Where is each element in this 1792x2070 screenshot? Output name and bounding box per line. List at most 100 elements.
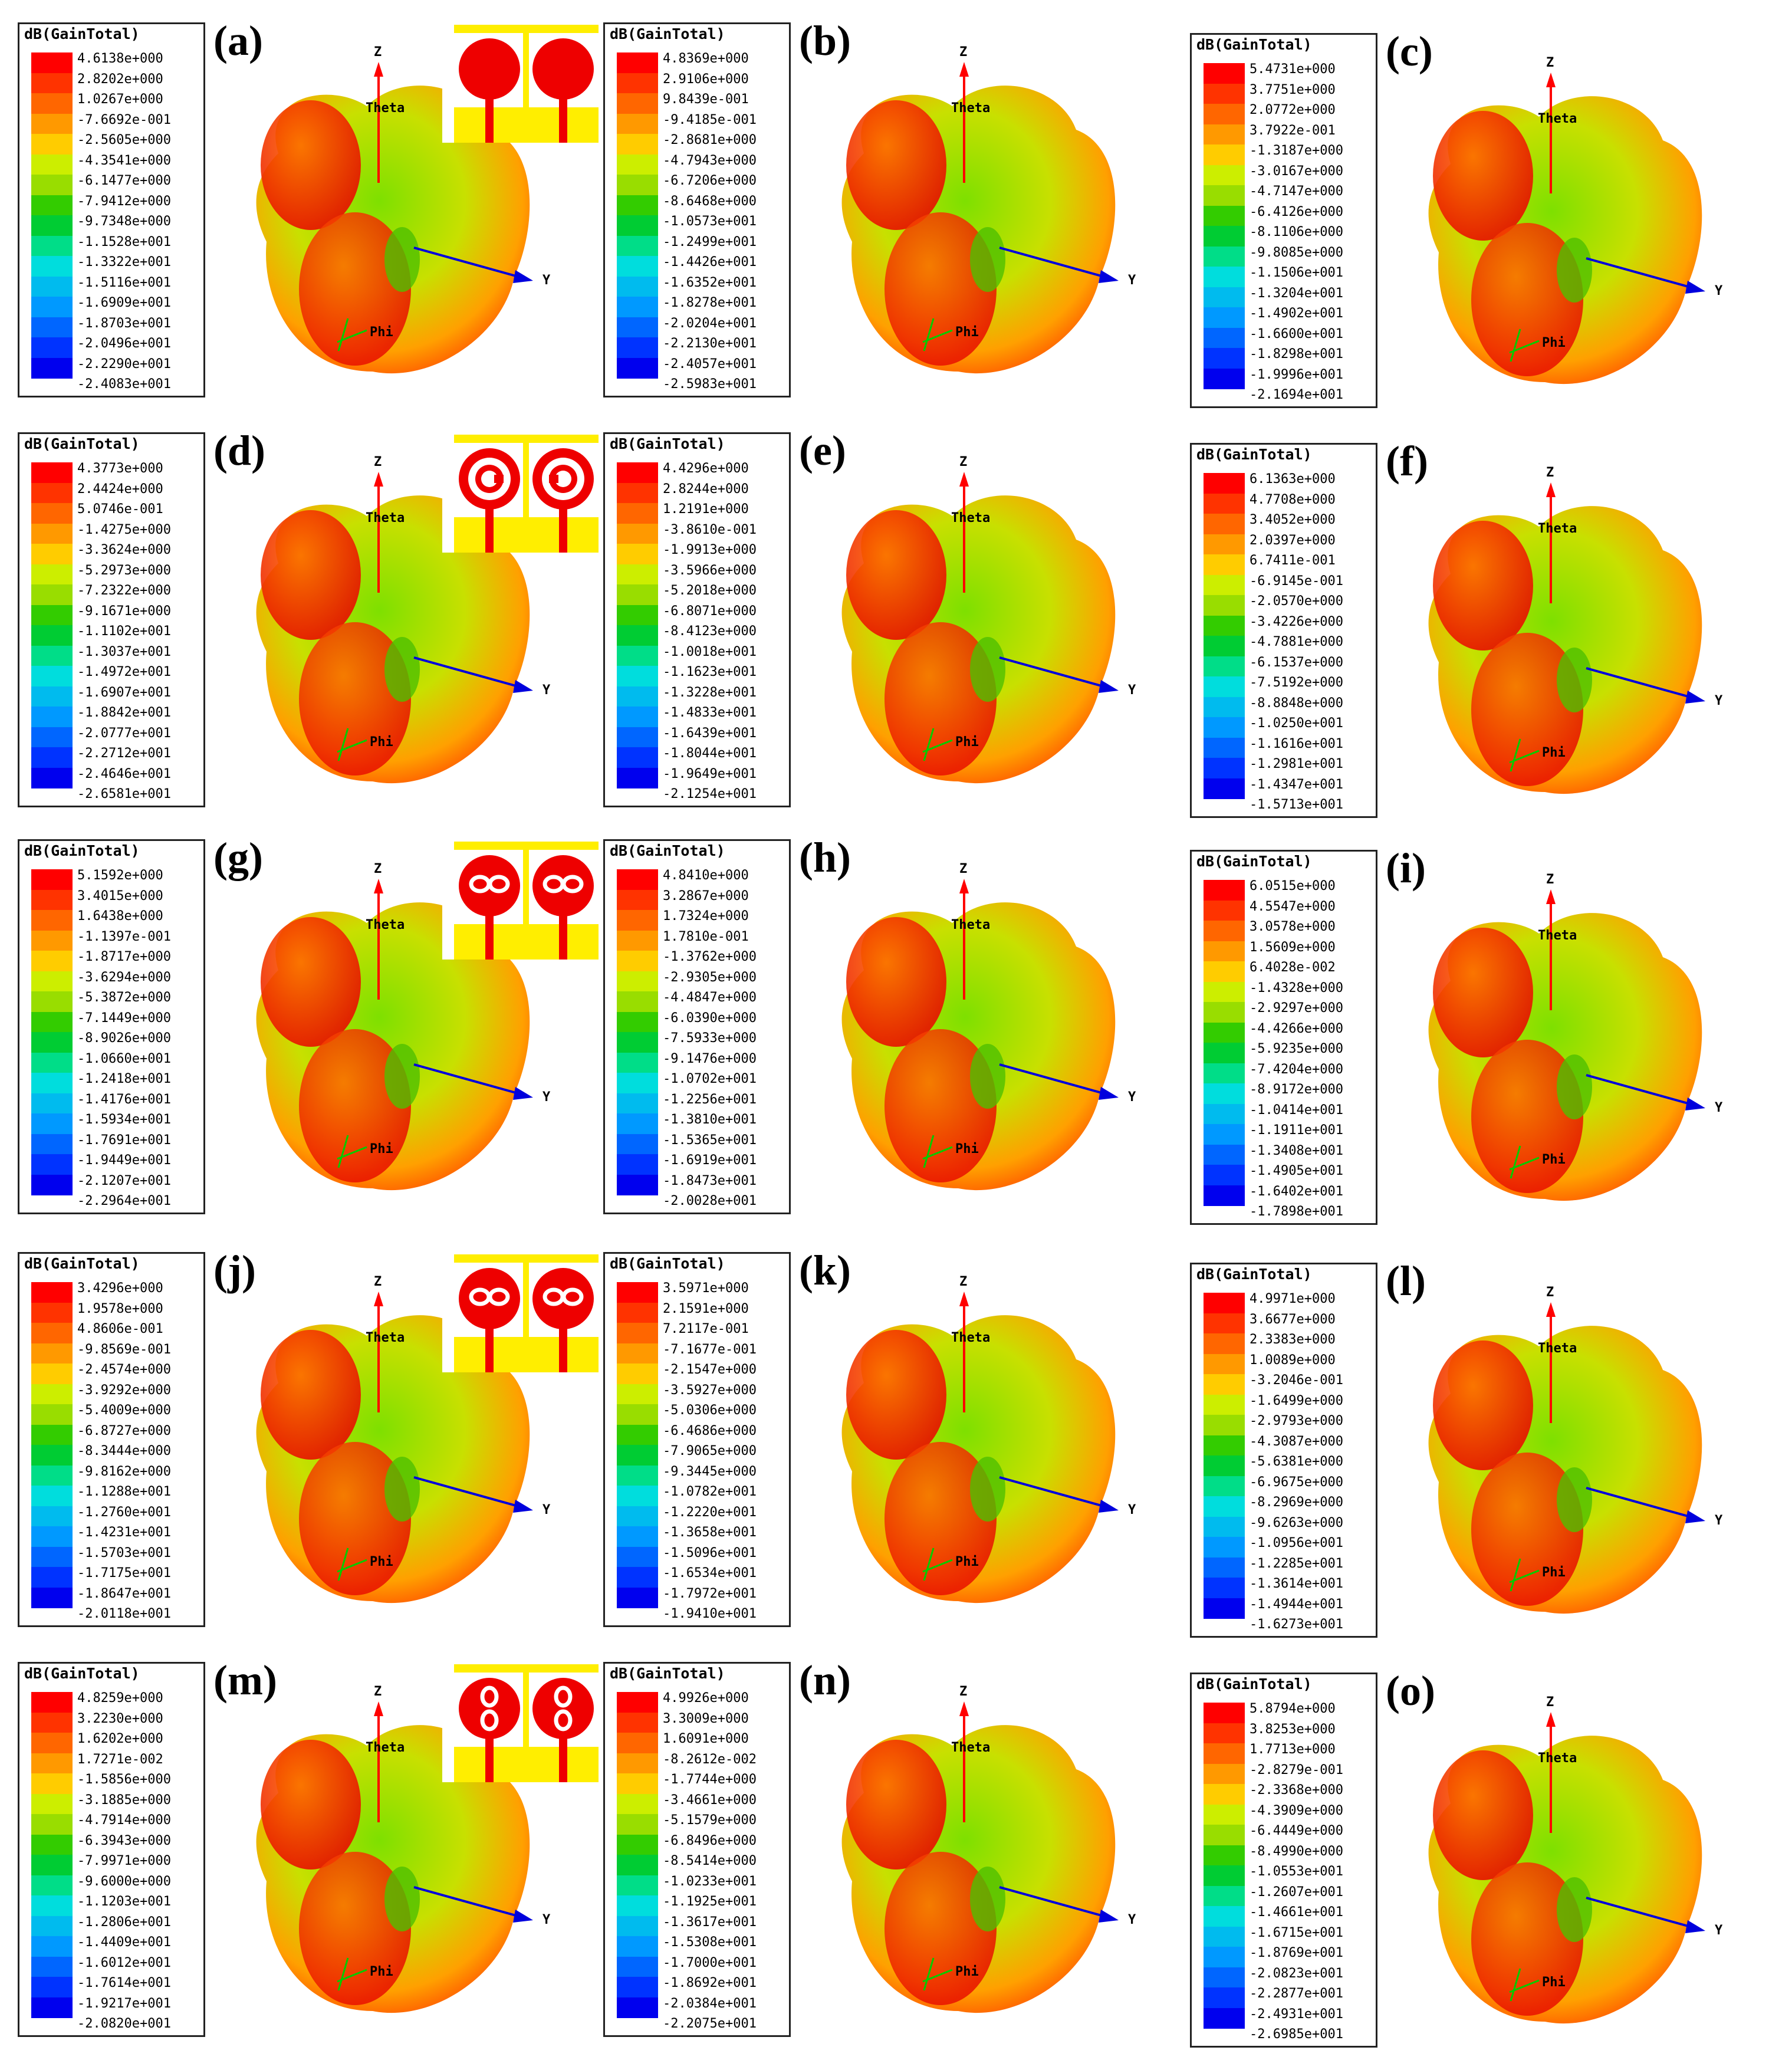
legend-swatch — [617, 317, 658, 338]
legend-value: -1.8769e+001 — [1250, 1946, 1343, 1960]
legend-row: -1.8842e+001 — [19, 705, 203, 727]
legend-row: 4.5547e+000 — [1192, 899, 1376, 921]
legend-value: 3.4296e+000 — [77, 1281, 163, 1296]
legend-swatch — [1204, 1313, 1245, 1334]
legend-value: 4.8259e+000 — [77, 1691, 163, 1706]
slot-right — [561, 875, 584, 893]
legend-swatch — [31, 1174, 73, 1195]
legend-swatch — [31, 625, 73, 646]
legend-value: -1.1288e+001 — [77, 1484, 171, 1499]
legend-swatch — [617, 93, 658, 114]
x-axis-stub — [923, 1135, 935, 1168]
ground-plane — [454, 1337, 599, 1372]
legend-row: -7.9065e+000 — [605, 1444, 789, 1466]
legend-row: -1.1925e+001 — [605, 1894, 789, 1916]
legend-row: -6.4686e+000 — [605, 1424, 789, 1445]
legend-value: 6.0515e+000 — [1250, 879, 1336, 893]
legend-row: -1.4409e+001 — [19, 1935, 203, 1957]
legend-row: -7.1677e-001 — [605, 1342, 789, 1364]
legend-swatch — [617, 1956, 658, 1977]
legend-row: -4.7881e+000 — [1192, 635, 1376, 656]
pattern-lobe-upper — [261, 510, 361, 640]
legend-row: -2.0496e+001 — [19, 336, 203, 358]
legend-swatch — [1204, 1906, 1245, 1927]
legend-row: -2.0384e+001 — [605, 1996, 789, 2018]
legend-swatch — [31, 1343, 73, 1364]
legend-value: -7.5192e+000 — [1250, 675, 1343, 690]
legend-value: 6.4028e-002 — [1250, 960, 1336, 975]
legend-value: -8.9172e+000 — [1250, 1082, 1343, 1097]
legend-swatch — [617, 1712, 658, 1733]
legend-value: -5.2018e+000 — [663, 583, 757, 598]
z-axis-label: Z — [1546, 872, 1554, 887]
legend-row: 6.7411e-001 — [1192, 553, 1376, 575]
legend-row: 3.8253e+000 — [1192, 1722, 1376, 1744]
legend-row: -4.4847e+000 — [605, 990, 789, 1012]
legend-swatch — [617, 1733, 658, 1753]
z-axis-arrow — [374, 1701, 383, 1716]
legend-row: 7.2117e-001 — [605, 1322, 789, 1343]
legend-value: -1.1506e+001 — [1250, 265, 1343, 280]
legend-swatch — [1204, 165, 1245, 186]
legend-value: -1.5365e+001 — [663, 1132, 757, 1148]
legend-value: -3.4226e+000 — [1250, 614, 1343, 629]
legend-swatch — [31, 317, 73, 338]
legend-row: -2.1207e+001 — [19, 1174, 203, 1195]
legend-row: 3.4052e+000 — [1192, 512, 1376, 534]
y-axis-label: Y — [1128, 683, 1136, 698]
legend-value: 4.6138e+000 — [77, 51, 163, 66]
ground-stub — [523, 435, 529, 517]
y-axis — [413, 1476, 521, 1508]
legend-value: -8.4990e+000 — [1250, 1844, 1343, 1859]
legend-value: -1.2220e+001 — [663, 1504, 757, 1520]
legend-row: -1.2981e+001 — [1192, 757, 1376, 778]
legend-row: -3.5966e+000 — [605, 563, 789, 585]
legend-value: -2.2130e+001 — [663, 336, 757, 351]
legend-row: -2.2964e+001 — [19, 1194, 203, 1215]
legend-swatch — [617, 523, 658, 544]
legend-row: -2.4083e+001 — [19, 377, 203, 399]
panel-b: dB(GainTotal) 4.8369e+000 2.9106e+000 9.843… — [599, 12, 1182, 419]
legend-swatch — [31, 686, 73, 707]
z-axis-label: Z — [959, 455, 967, 469]
legend-row: -2.4646e+001 — [19, 767, 203, 788]
legend-value: -1.1397e-001 — [77, 929, 171, 944]
radiation-pattern-3d: Z Theta Y Phi — [1428, 1285, 1723, 1614]
legend-swatch — [1204, 615, 1245, 636]
legend-swatch — [31, 991, 73, 1012]
legend-swatch — [31, 604, 73, 626]
legend-row: -8.9026e+000 — [19, 1031, 203, 1053]
legend-swatch — [617, 910, 658, 931]
panel-label: (g) — [213, 834, 263, 881]
legend-swatch — [31, 1526, 73, 1547]
legend-value: -2.0777e+001 — [77, 725, 171, 741]
theta-label: Theta — [951, 918, 990, 932]
legend-value: -1.5703e+001 — [77, 1545, 171, 1560]
legend-swatch — [617, 195, 658, 216]
legend-row: 5.1592e+000 — [19, 868, 203, 890]
legend-row: -2.4931e+001 — [1192, 2007, 1376, 2029]
y-axis-arrow — [1099, 1910, 1119, 1923]
legend-value: -4.7881e+000 — [1250, 635, 1343, 649]
radiation-pattern-3d: Z Theta Y Phi — [256, 455, 551, 784]
legend-swatch — [1204, 778, 1245, 799]
y-axis — [413, 1063, 521, 1095]
legend-swatch — [617, 215, 658, 236]
y-axis-label: Y — [1715, 284, 1723, 298]
pattern-lobe-lower — [299, 1029, 411, 1182]
legend-row: -2.8681e+000 — [605, 133, 789, 155]
legend-value: -2.2075e+001 — [663, 2016, 757, 2031]
legend-row: 1.6091e+000 — [605, 1731, 789, 1753]
legend-row: -1.4275e+000 — [19, 523, 203, 544]
legend-value: 3.7922e-001 — [1250, 123, 1336, 138]
legend-row: 6.4028e-002 — [1192, 960, 1376, 982]
legend-swatch — [31, 1032, 73, 1053]
legend-row: -1.4661e+001 — [1192, 1905, 1376, 1927]
slot-bottom — [554, 1709, 573, 1731]
radiation-pattern-3d: Z Theta Y Phi — [256, 45, 551, 374]
pattern-null — [970, 1457, 1005, 1522]
legend-row: -6.9145e-001 — [1192, 574, 1376, 596]
phi-label: Phi — [370, 735, 393, 750]
slot-right — [561, 1287, 584, 1306]
legend-row: 5.4731e+000 — [1192, 62, 1376, 84]
